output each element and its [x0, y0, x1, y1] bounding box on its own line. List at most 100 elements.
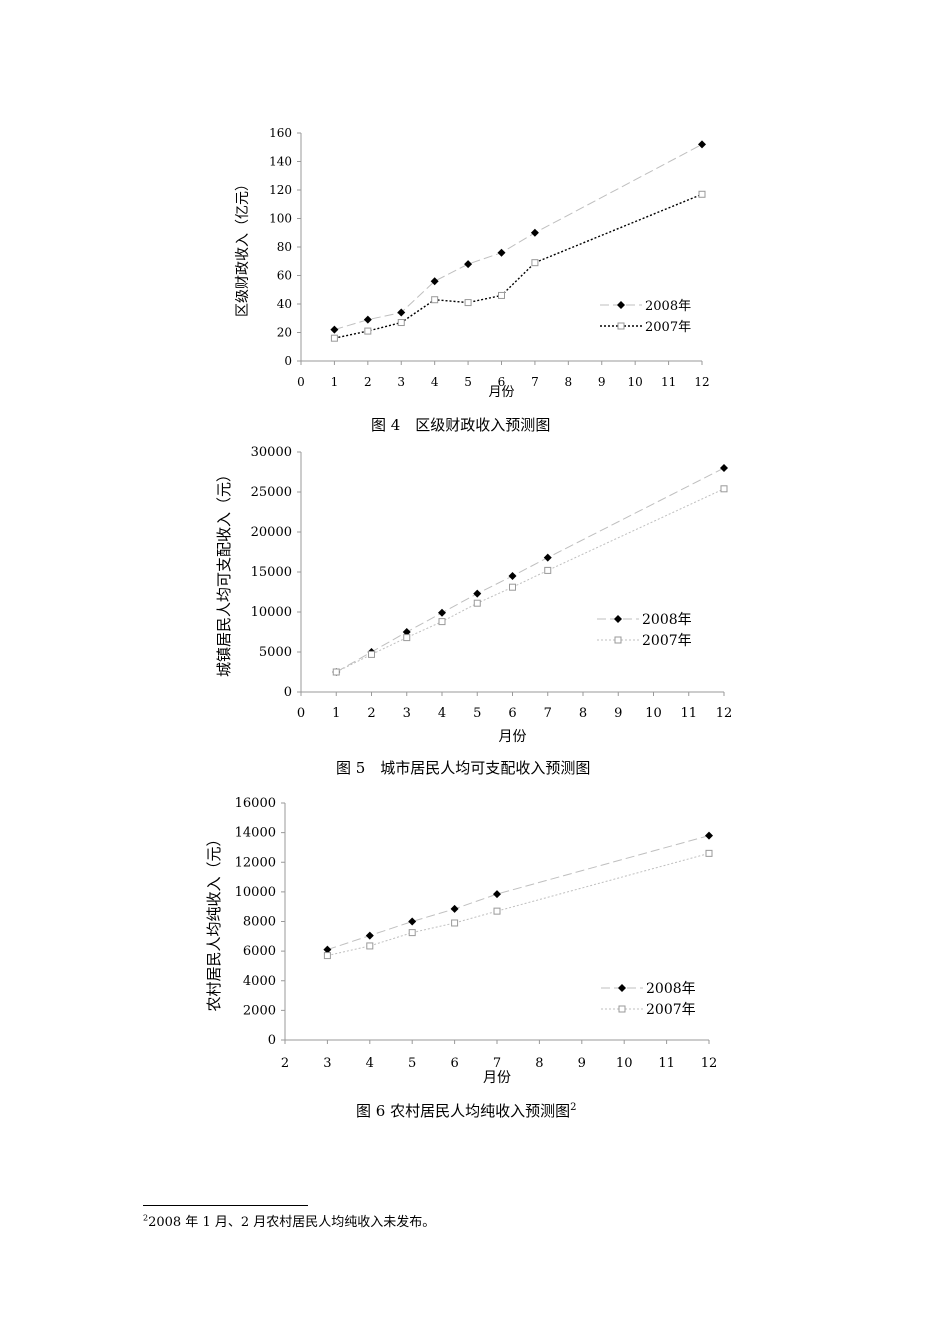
- data-point-diamond: [530, 228, 539, 237]
- data-point-diamond: [363, 315, 372, 324]
- data-point-square: [397, 319, 405, 327]
- data-point-diamond: [330, 325, 339, 334]
- legend-marker-diamond: [618, 984, 626, 992]
- y-tick-label: 30000: [251, 445, 292, 460]
- data-point-square: [473, 599, 481, 607]
- x-tick-label: 0: [297, 706, 305, 721]
- data-point-diamond: [430, 277, 439, 286]
- data-point-diamond: [323, 945, 332, 954]
- figure-6-caption: 图 6 农村居民人均纯收入预测图2: [356, 1100, 576, 1121]
- y-axis-label: 农村居民人均纯收入（元）: [205, 831, 223, 1011]
- data-point-square: [403, 634, 411, 642]
- data-point-square: [368, 650, 375, 658]
- x-tick-label: 9: [598, 375, 606, 389]
- x-tick-label: 7: [493, 1056, 501, 1071]
- y-tick-label: 4000: [243, 974, 276, 989]
- series-line-2007年: [327, 852, 710, 957]
- y-tick-label: 140: [269, 155, 292, 169]
- y-tick-label: 40: [277, 297, 292, 311]
- x-tick-label: 2: [364, 375, 372, 389]
- x-tick-label: 4: [431, 375, 439, 389]
- data-point-diamond: [705, 831, 713, 840]
- y-axis-label: 区级财政收入（亿元）: [235, 177, 251, 317]
- x-tick-label: 4: [438, 706, 446, 721]
- x-tick-label: 5: [473, 706, 481, 721]
- legend-marker-square: [614, 636, 622, 644]
- x-tick-label: 1: [332, 706, 340, 721]
- data-point-square: [364, 327, 372, 335]
- y-tick-label: 2000: [243, 1003, 276, 1018]
- data-point-square: [330, 334, 338, 342]
- series-line-2007年: [336, 488, 725, 673]
- x-tick-label: 8: [565, 375, 573, 389]
- data-point-square: [493, 907, 501, 915]
- x-tick-label: 5: [408, 1056, 416, 1071]
- footnote: 22008 年 1 月、2 月农村居民人均纯收入未发布。: [143, 1211, 435, 1230]
- data-point-square: [366, 942, 374, 950]
- data-point-diamond: [464, 260, 473, 269]
- x-tick-label: 12: [701, 1056, 718, 1071]
- x-tick-label: 11: [680, 706, 697, 721]
- data-point-square: [509, 583, 516, 591]
- x-tick-label: 10: [628, 375, 643, 389]
- data-point-square: [451, 919, 459, 927]
- y-tick-label: 5000: [259, 645, 292, 660]
- data-point-square: [698, 190, 706, 198]
- series-line-2008年: [334, 143, 703, 331]
- x-tick-label: 6: [508, 706, 516, 721]
- x-tick-label: 2: [281, 1056, 289, 1071]
- legend-label: 2008年: [645, 299, 691, 314]
- x-tick-label: 1: [331, 375, 339, 389]
- legend-label: 2007年: [646, 1002, 696, 1018]
- figure-6-footnote-mark: 2: [570, 1102, 577, 1113]
- x-tick-label: 6: [498, 375, 506, 389]
- data-point-diamond: [543, 553, 552, 562]
- legend-label: 2007年: [642, 633, 692, 649]
- data-point-diamond: [720, 464, 728, 472]
- x-tick-label: 3: [323, 1056, 331, 1071]
- data-point-square: [531, 259, 539, 267]
- series-line-2008年: [336, 467, 725, 673]
- x-tick-label: 3: [397, 375, 405, 389]
- x-tick-label: 8: [579, 706, 587, 721]
- data-point-diamond: [493, 890, 501, 899]
- x-tick-label: 12: [694, 375, 709, 389]
- legend-marker-diamond: [617, 301, 625, 309]
- y-tick-label: 20000: [251, 525, 292, 540]
- data-point-square: [332, 668, 340, 676]
- footnote-rule: [143, 1205, 308, 1206]
- y-tick-label: 10000: [235, 885, 276, 900]
- data-point-diamond: [450, 904, 459, 913]
- series-line-2007年: [334, 193, 703, 339]
- y-tick-label: 0: [268, 1033, 276, 1048]
- y-tick-label: 12000: [235, 855, 276, 870]
- x-tick-label: 9: [614, 706, 622, 721]
- y-tick-label: 160: [269, 126, 292, 140]
- data-point-square: [431, 296, 439, 304]
- y-tick-label: 14000: [235, 826, 276, 841]
- data-point-square: [464, 299, 472, 307]
- y-tick-label: 20: [277, 326, 292, 340]
- x-tick-label: 7: [544, 706, 552, 721]
- y-tick-label: 80: [277, 240, 292, 254]
- x-tick-label: 3: [403, 706, 411, 721]
- x-tick-label: 10: [645, 706, 662, 721]
- x-tick-label: 11: [661, 375, 676, 389]
- data-point-square: [323, 952, 331, 960]
- x-axis-label: 月份: [483, 1070, 511, 1086]
- legend-marker-square: [617, 322, 625, 330]
- data-point-square: [720, 485, 728, 493]
- x-tick-label: 5: [464, 375, 472, 389]
- figure-5-caption: 图 5 城市居民人均可支配收入预测图: [336, 759, 591, 777]
- data-point-square: [408, 929, 416, 937]
- data-point-diamond: [497, 248, 506, 257]
- x-tick-label: 12: [716, 706, 733, 721]
- data-point-diamond: [408, 917, 417, 926]
- y-tick-label: 10000: [251, 605, 292, 620]
- x-tick-label: 4: [366, 1056, 374, 1071]
- data-point-square: [438, 618, 446, 626]
- figure-6-caption-text: 图 6 农村居民人均纯收入预测图: [356, 1102, 571, 1120]
- y-tick-label: 60: [277, 269, 292, 283]
- footnote-mark: 2: [143, 1213, 149, 1223]
